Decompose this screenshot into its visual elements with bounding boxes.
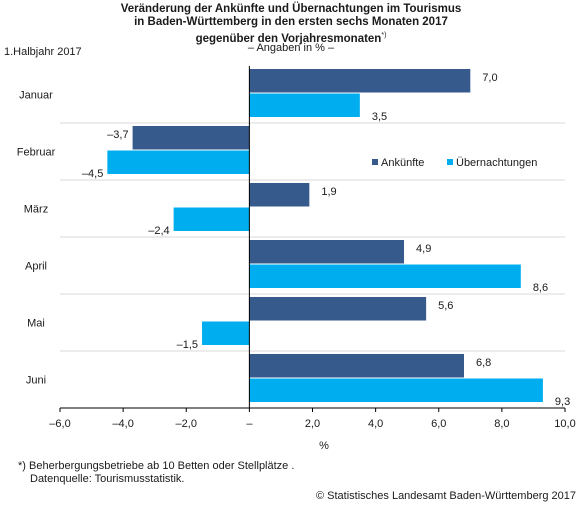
- x-tick-label: 8,0: [494, 418, 509, 430]
- x-tick-label: –4,0: [112, 418, 133, 430]
- period-label: 1.Halbjahr 2017: [4, 46, 82, 58]
- x-tick-label: 10,0: [554, 418, 575, 430]
- x-tick-label: –6,0: [49, 418, 70, 430]
- x-axis-label: %: [319, 440, 329, 452]
- footnote-line-1: *) Beherbergungsbetriebe ab 10 Betten od…: [18, 460, 295, 472]
- category-label: April: [25, 261, 47, 273]
- bar-uebernachtungen: [107, 150, 250, 174]
- bar-uebernachtungen: [173, 207, 250, 231]
- x-tick-label: –: [246, 418, 253, 430]
- copyright: © Statistisches Landesamt Baden-Württemb…: [315, 490, 576, 502]
- title-line-3: gegenüber den Vorjahresmonaten*): [0, 29, 582, 46]
- x-tick-label: 6,0: [431, 418, 446, 430]
- bar-uebernachtungen: [202, 321, 250, 345]
- legend-entry: Übernachtungen: [456, 157, 537, 169]
- data-label: 4,9: [416, 243, 431, 255]
- bar-uebernachtungen: [249, 93, 360, 117]
- data-label: 1,9: [321, 186, 336, 198]
- bar-ankuenfte: [132, 126, 250, 150]
- data-label: 3,5: [372, 111, 387, 123]
- data-label: –4,5: [82, 168, 103, 180]
- category-label: Januar: [19, 90, 53, 102]
- title-footnote-marker: *): [381, 32, 387, 39]
- x-tick-label: 4,0: [368, 418, 383, 430]
- bar-ankuenfte: [249, 183, 310, 207]
- x-tick-label: 2,0: [305, 418, 320, 430]
- legend-swatch: [372, 159, 378, 165]
- data-label: 7,0: [482, 72, 497, 84]
- bar-ankuenfte: [249, 354, 464, 378]
- title-line-2: in Baden-Württemberg in den ersten sechs…: [134, 16, 448, 28]
- data-label: –1,5: [177, 339, 198, 351]
- bar-ankuenfte: [249, 240, 405, 264]
- chart-subtitle: – Angaben in % –: [247, 42, 335, 54]
- bar-ankuenfte: [249, 69, 471, 93]
- category-label: Februar: [17, 147, 56, 159]
- data-label: 8,6: [533, 282, 548, 294]
- x-tick-label: –2,0: [176, 418, 197, 430]
- category-label: Juni: [26, 375, 46, 387]
- data-label: –2,4: [148, 225, 169, 237]
- footnote-line-2: Datenquelle: Tourismusstatistik.: [30, 473, 185, 485]
- chart-title: Veränderung der Ankünfte und Übernachtun…: [0, 3, 582, 46]
- data-label: 6,8: [476, 357, 491, 369]
- category-label: März: [24, 204, 48, 216]
- legend-entry: Ankünfte: [381, 157, 424, 169]
- bar-uebernachtungen: [249, 264, 521, 288]
- bar-ankuenfte: [249, 297, 427, 321]
- footnote: *) Beherbergungsbetriebe ab 10 Betten od…: [18, 460, 294, 486]
- title-line-1: Veränderung der Ankünfte und Übernachtun…: [120, 3, 462, 15]
- legend-swatch: [447, 159, 453, 165]
- title-line-3-text: gegenüber den Vorjahresmonaten: [195, 32, 382, 45]
- category-label: Mai: [27, 318, 45, 330]
- data-label: 5,6: [438, 300, 453, 312]
- data-label: –3,7: [107, 129, 128, 141]
- data-label: 9,3: [555, 396, 570, 408]
- bar-uebernachtungen: [249, 378, 543, 402]
